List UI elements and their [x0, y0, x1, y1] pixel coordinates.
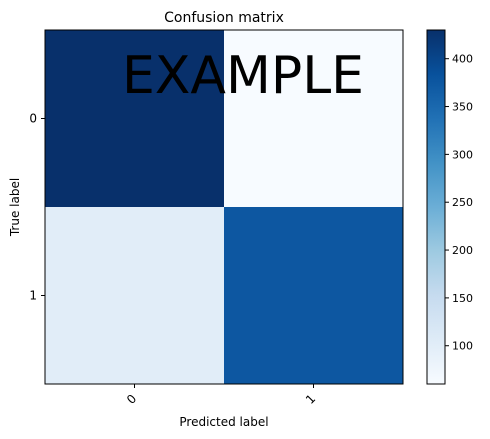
colorbar-tick-label: 400: [452, 53, 473, 66]
colorbar-tick-label: 200: [452, 244, 473, 257]
heatmap-cell-r1-c0: [45, 207, 224, 384]
y-tick-label: 1: [29, 289, 37, 303]
colorbar-tick-label: 300: [452, 148, 473, 161]
y-tick-label: 0: [29, 112, 37, 126]
y-axis-ticks: 01: [29, 112, 45, 303]
colorbar-tick-label: 150: [452, 292, 473, 305]
y-axis-label: True label: [8, 178, 22, 237]
colorbar-tick-label: 350: [452, 101, 473, 114]
colorbar-tick-label: 100: [452, 340, 473, 353]
watermark-text: EXAMPLE: [122, 46, 364, 106]
heatmap-cells: [45, 30, 403, 384]
colorbar: [426, 29, 446, 385]
heatmap-cell-r1-c1: [224, 207, 403, 384]
x-tick-label: 1: [303, 392, 318, 407]
heatmap-cell-r0-c1: [224, 30, 403, 207]
chart-title: Confusion matrix: [164, 10, 284, 26]
x-tick-label: 0: [124, 392, 139, 407]
heatmap-frame: [44, 29, 404, 385]
x-axis-label: Predicted label: [179, 415, 268, 429]
heatmap-cell-r0-c0: [45, 30, 224, 207]
colorbar-ticks: 100 150 200 250 300 350 400: [445, 53, 473, 353]
colorbar-tick-label: 250: [452, 196, 473, 209]
